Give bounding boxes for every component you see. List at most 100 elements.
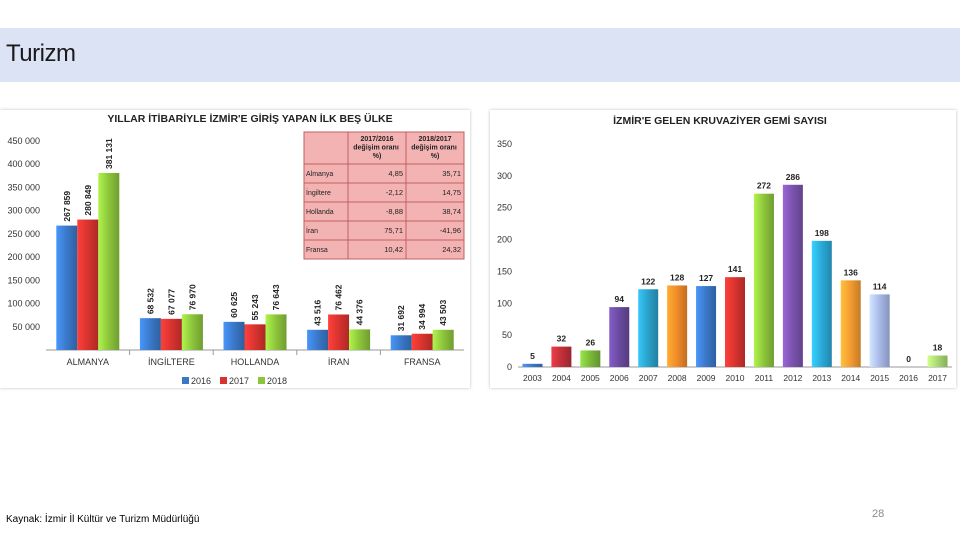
data-label: 76 643 (271, 284, 281, 310)
x-tick-label: 2012 (783, 373, 802, 383)
y-tick-label: 250 000 (7, 229, 40, 239)
data-label: 0 (906, 354, 911, 364)
table-country: Almanya (306, 171, 333, 178)
bar-2016 (223, 321, 245, 350)
data-label: 43 516 (313, 300, 323, 326)
bar-2016 (56, 225, 78, 350)
bar-2007 (638, 289, 659, 367)
table-country: Hollanda (306, 209, 334, 216)
x-tick-label: HOLLANDA (231, 357, 280, 367)
chart-title: İZMİR'E GELEN KRUVAZİYER GEMİ SAYISI (613, 114, 827, 127)
bar-2008 (667, 285, 688, 367)
x-tick-label: 2015 (870, 373, 889, 383)
title-band: Turizm (0, 28, 960, 82)
bar-2017 (77, 219, 99, 350)
bar-2018 (265, 314, 287, 350)
page-number: 28 (872, 508, 885, 520)
data-label: 198 (815, 228, 829, 238)
data-label: 44 376 (355, 299, 365, 325)
y-tick-label: 250 (497, 203, 512, 213)
data-label: 114 (873, 281, 887, 291)
bar-2011 (753, 193, 774, 367)
bar-2018 (349, 329, 371, 350)
table-value: -8,88 (386, 207, 403, 216)
y-tick-label: 0 (507, 362, 512, 372)
table-value: 38,74 (442, 207, 461, 216)
bar-2018 (98, 172, 120, 350)
slide-title: Turizm (6, 40, 76, 67)
y-tick-label: 100 (497, 298, 512, 308)
data-label: 272 (757, 181, 771, 191)
countries-chart: YILLAR İTİBARİYLE İZMİR'E GİRİŞ YAPAN İL… (7, 112, 465, 386)
bar-2016 (139, 318, 161, 350)
table-value: 75,71 (384, 226, 403, 235)
x-tick-label: 2013 (812, 373, 831, 383)
data-label: 128 (670, 272, 684, 282)
source-note: Kaynak: İzmir İl Kültür ve Turizm Müdürl… (6, 514, 200, 525)
y-tick-label: 50 000 (12, 322, 40, 332)
data-label: 26 (586, 337, 596, 347)
y-tick-label: 100 000 (7, 299, 40, 309)
bar-2009 (696, 286, 717, 367)
bar-2016 (390, 335, 412, 350)
legend-swatch (258, 377, 265, 384)
data-label: 68 532 (145, 288, 155, 314)
y-tick-label: 150 (497, 266, 512, 276)
x-tick-label: 2004 (552, 373, 571, 383)
bar-2015 (869, 294, 890, 367)
chart-title: YILLAR İTİBARİYLE İZMİR'E GİRİŞ YAPAN İL… (107, 112, 392, 125)
data-label: 136 (844, 267, 858, 277)
bar-2018 (181, 314, 203, 350)
table-value: -2,12 (386, 188, 403, 197)
data-label: 5 (530, 351, 535, 361)
y-tick-label: 50 (502, 330, 512, 340)
data-label: 32 (557, 334, 567, 344)
bar-2017 (244, 324, 266, 350)
x-tick-label: İNGİLTERE (148, 357, 195, 367)
table-country: İngiltere (306, 188, 331, 197)
bar-2003 (522, 363, 543, 367)
bar-2010 (725, 277, 745, 367)
data-label: 43 503 (438, 300, 448, 326)
data-label: 76 970 (187, 284, 197, 310)
data-label: 76 462 (334, 284, 344, 310)
x-tick-label: 2014 (841, 373, 860, 383)
x-tick-label: 2009 (697, 373, 716, 383)
table-value: 35,71 (442, 169, 461, 178)
table-value: 14,75 (442, 188, 461, 197)
y-tick-label: 150 000 (7, 275, 40, 285)
x-tick-label: 2003 (523, 373, 542, 383)
table-value: 24,32 (442, 245, 461, 254)
data-label: 286 (786, 172, 800, 182)
table-header: 2017/2016 değişim oranı %) (353, 136, 400, 160)
table-country: Fransa (306, 247, 328, 254)
y-tick-label: 450 000 (7, 136, 40, 146)
data-label: 60 625 (229, 292, 239, 318)
bar-2013 (811, 240, 832, 367)
data-label: 34 994 (417, 303, 427, 329)
bar-2012 (782, 184, 803, 367)
legend-swatch (182, 377, 189, 384)
change-table (303, 131, 465, 260)
x-tick-label: İRAN (328, 357, 350, 367)
legend-label: 2016 (191, 376, 211, 386)
data-label: 67 077 (166, 289, 176, 315)
table-country: İran (306, 226, 318, 235)
countries-chart-panel: YILLAR İTİBARİYLE İZMİR'E GİRİŞ YAPAN İL… (0, 110, 470, 388)
y-tick-label: 400 000 (7, 159, 40, 169)
bar-2005 (580, 350, 601, 367)
legend-swatch (220, 377, 227, 384)
y-tick-label: 200 (497, 235, 512, 245)
y-tick-label: 350 (497, 139, 512, 149)
x-tick-label: 2010 (726, 373, 745, 383)
bar-2017 (160, 318, 182, 350)
data-label: 280 849 (83, 185, 93, 216)
bar-2016 (307, 329, 329, 350)
x-tick-label: 2017 (928, 373, 947, 383)
y-tick-label: 300 000 (7, 206, 40, 216)
data-label: 55 243 (250, 294, 260, 320)
bar-2014 (840, 280, 861, 367)
x-tick-label: 2008 (668, 373, 687, 383)
legend-label: 2017 (229, 376, 249, 386)
legend-label: 2018 (267, 376, 287, 386)
